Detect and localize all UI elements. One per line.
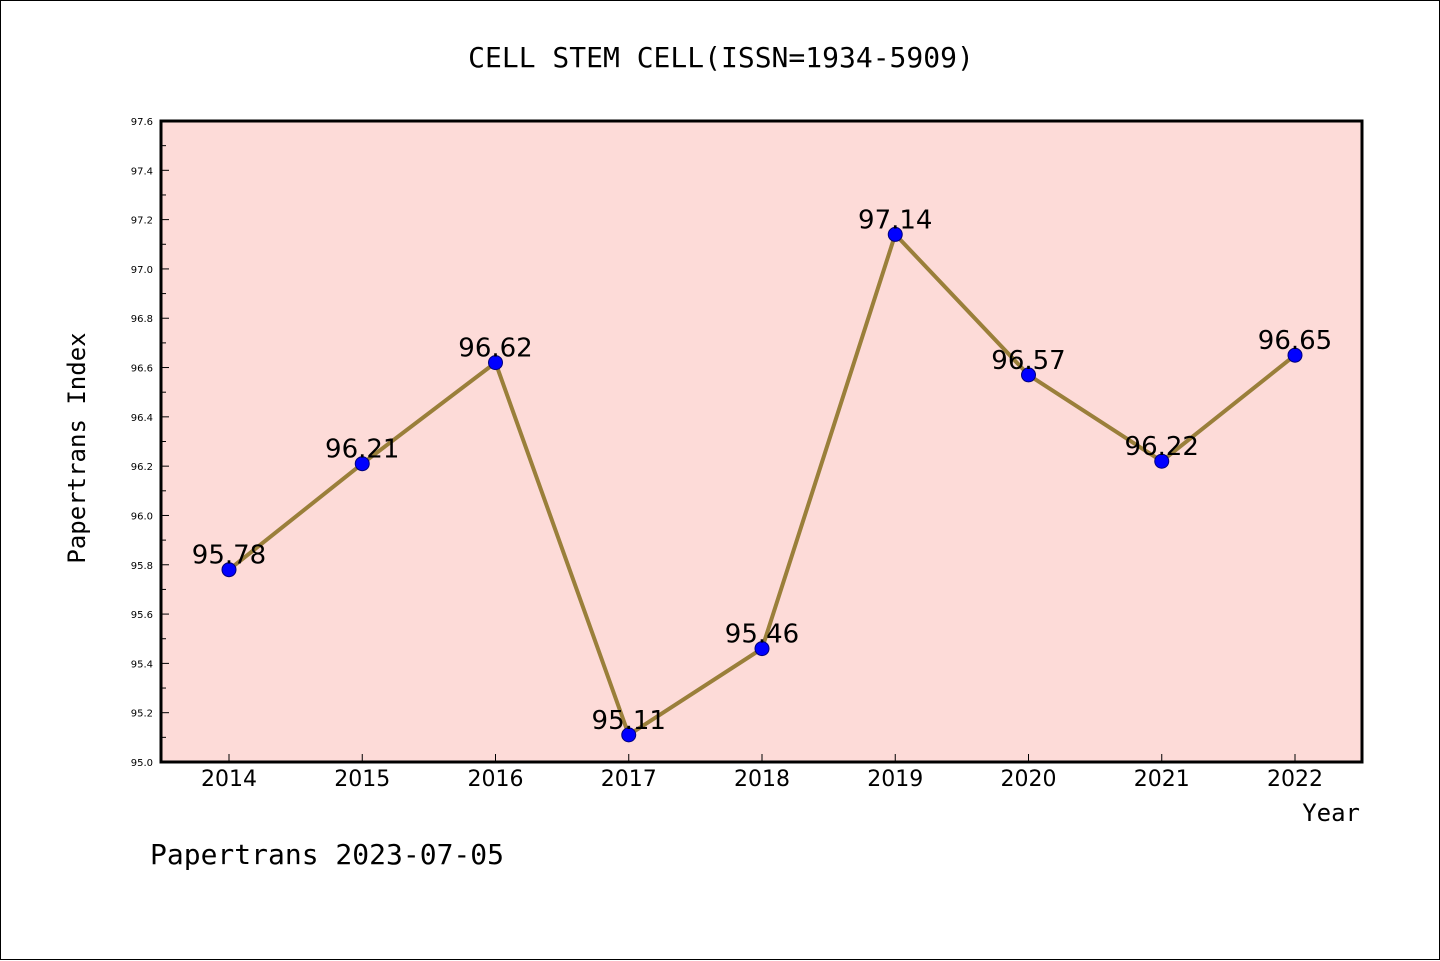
data-label: 95.11 xyxy=(592,706,666,736)
y-tick-label: 95.6 xyxy=(131,610,153,621)
data-label: 96.21 xyxy=(325,435,399,465)
data-point xyxy=(887,226,903,242)
y-tick-label: 97.2 xyxy=(131,216,153,227)
y-tick-label: 97.0 xyxy=(131,265,153,276)
y-tick-label: 95.4 xyxy=(131,659,153,670)
data-point xyxy=(1287,347,1303,363)
data-point xyxy=(488,355,503,371)
data-labels: 95.78 96.21 96.62 95.11 95.46 97.14 96.57 96.22… xyxy=(192,205,1332,735)
footer-watermark: Papertrans 2023-07-05 xyxy=(150,838,504,871)
y-tick-label: 96.6 xyxy=(131,364,153,375)
x-tick-label: 2014 xyxy=(201,767,257,792)
x-tick-label: 2018 xyxy=(734,767,790,792)
data-label: 97.14 xyxy=(858,205,932,235)
y-tick-label: 96.0 xyxy=(131,511,153,522)
data-points xyxy=(221,226,1303,743)
chart-title: CELL STEM CELL(ISSN=1934-5909) xyxy=(468,41,974,74)
data-label: 96.65 xyxy=(1258,326,1332,356)
data-point xyxy=(621,727,637,743)
x-tick-label: 2017 xyxy=(601,767,657,792)
data-point xyxy=(221,562,237,578)
y-tick-label: 96.4 xyxy=(131,413,153,424)
x-tick-label: 2019 xyxy=(867,767,923,792)
data-label: 95.78 xyxy=(192,541,266,571)
y-tick-label: 96.2 xyxy=(131,462,153,473)
y-axis: 95.0 95.2 95.4 95.6 95.8 96.0 96.2 96.4 96.6 96.8… xyxy=(131,117,169,769)
data-point xyxy=(354,456,370,472)
data-point xyxy=(754,641,770,657)
x-tick-label: 2015 xyxy=(334,767,390,792)
y-tick-label: 96.8 xyxy=(131,314,153,325)
data-label: 96.22 xyxy=(1125,432,1199,462)
x-tick-label: 2022 xyxy=(1267,767,1323,792)
data-point xyxy=(1154,453,1170,469)
y-tick-label: 97.6 xyxy=(131,117,153,128)
x-tick-label: 2021 xyxy=(1134,767,1190,792)
x-axis: 2014 2015 2016 2017 2018 2019 2020 2021 2022 xyxy=(201,754,1323,792)
y-tick-label: 95.8 xyxy=(131,561,153,572)
y-axis-title: Papertrans Index xyxy=(63,332,91,563)
x-axis-title: Year xyxy=(1302,799,1360,827)
y-tick-label: 95.2 xyxy=(131,709,153,720)
x-tick-label: 2020 xyxy=(1001,767,1057,792)
y-tick-label: 95.0 xyxy=(131,758,153,769)
data-label: 96.62 xyxy=(458,334,532,364)
data-label: 95.46 xyxy=(725,620,799,650)
x-tick-label: 2016 xyxy=(468,767,524,792)
data-label: 96.57 xyxy=(991,346,1065,376)
y-tick-label: 97.4 xyxy=(131,166,153,177)
data-point xyxy=(1021,367,1036,383)
